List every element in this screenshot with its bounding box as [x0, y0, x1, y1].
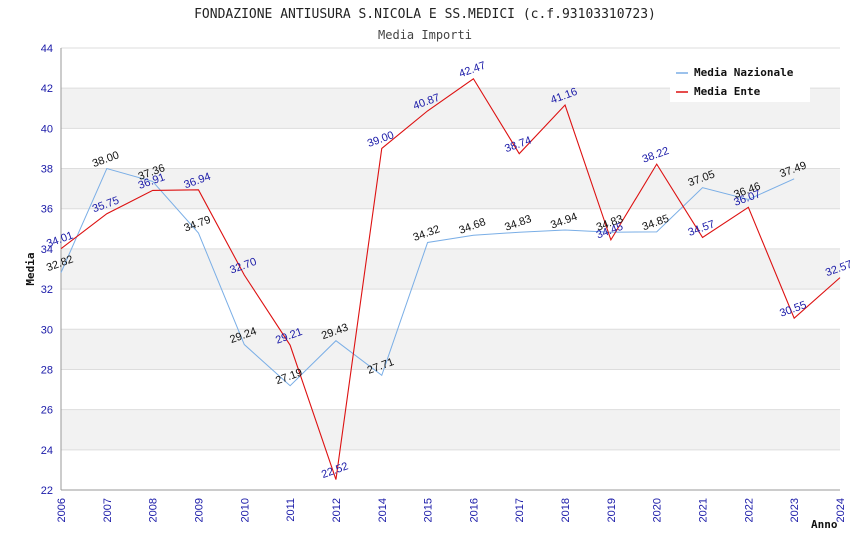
grid-band [61, 329, 840, 370]
data-label: 38.00 [91, 149, 121, 170]
series-line-ente [60, 77, 841, 480]
y-tick-label: 28 [41, 364, 53, 376]
y-tick-label: 38 [41, 164, 53, 176]
y-tick-label: 34 [41, 244, 53, 256]
x-tick-label: 2016 [468, 498, 480, 522]
legend-label-naz: Media Nazionale [694, 66, 794, 79]
data-label: 38.22 [641, 145, 671, 166]
y-tick-label: 36 [41, 204, 53, 216]
x-axis-ticks: 2006 2007 2008 2009 2010 2011 2012 2014 2015 2016… [56, 498, 847, 522]
x-axis-label: Anno [811, 518, 838, 531]
x-tick-label: 2006 [56, 498, 68, 522]
grid-bands [61, 47, 840, 491]
x-tick-label: 2020 [652, 498, 664, 522]
chart-subtitle: Media Importi [378, 28, 472, 42]
legend: Media Nazionale Media Ente [670, 60, 810, 102]
x-tick-label: 2017 [514, 498, 526, 522]
data-label: 34.83 [503, 213, 533, 234]
data-label: 34.94 [549, 211, 579, 232]
x-tick-label: 2012 [331, 498, 343, 522]
y-axis-ticks: 22 24 26 28 30 32 34 36 38 40 42 44 [41, 43, 53, 497]
series-lines [60, 77, 841, 480]
x-tick-label: 2019 [606, 498, 618, 522]
y-tick-label: 22 [41, 485, 53, 497]
grid-band [61, 168, 840, 209]
y-tick-label: 32 [41, 284, 53, 296]
legend-label-ente: Media Ente [694, 85, 761, 98]
x-tick-label: 2015 [423, 498, 435, 522]
grid-band [61, 248, 840, 290]
legend-box [670, 60, 810, 102]
x-tick-label: 2011 [285, 498, 297, 522]
x-tick-label: 2014 [377, 498, 389, 522]
x-tick-label: 2023 [789, 498, 801, 522]
x-tick-label: 2009 [193, 498, 205, 522]
data-label: 39.00 [366, 129, 396, 150]
data-label: 34.85 [641, 213, 671, 234]
y-tick-label: 42 [41, 83, 53, 95]
data-label: 34.68 [457, 216, 487, 237]
x-tick-label: 2008 [148, 498, 160, 522]
y-tick-label: 30 [41, 324, 53, 336]
y-tick-label: 26 [41, 405, 53, 417]
y-tick-label: 44 [41, 43, 53, 55]
x-tick-label: 2022 [743, 498, 755, 522]
chart-title: FONDAZIONE ANTIUSURA S.NICOLA E SS.MEDIC… [194, 7, 656, 22]
y-tick-label: 40 [41, 123, 53, 135]
y-tick-label: 24 [41, 445, 53, 457]
y-axis-label: Media [24, 252, 37, 285]
data-label: 34.01 [45, 230, 75, 251]
x-tick-label: 2018 [560, 498, 572, 522]
x-tick-label: 2010 [239, 498, 251, 522]
x-tick-label: 2007 [102, 498, 114, 522]
grid-band [61, 409, 840, 450]
x-tick-label: 2024 [835, 498, 847, 522]
series-line-nazionale [60, 167, 795, 387]
x-tick-label: 2021 [698, 498, 710, 522]
data-label: 42.47 [457, 60, 487, 81]
